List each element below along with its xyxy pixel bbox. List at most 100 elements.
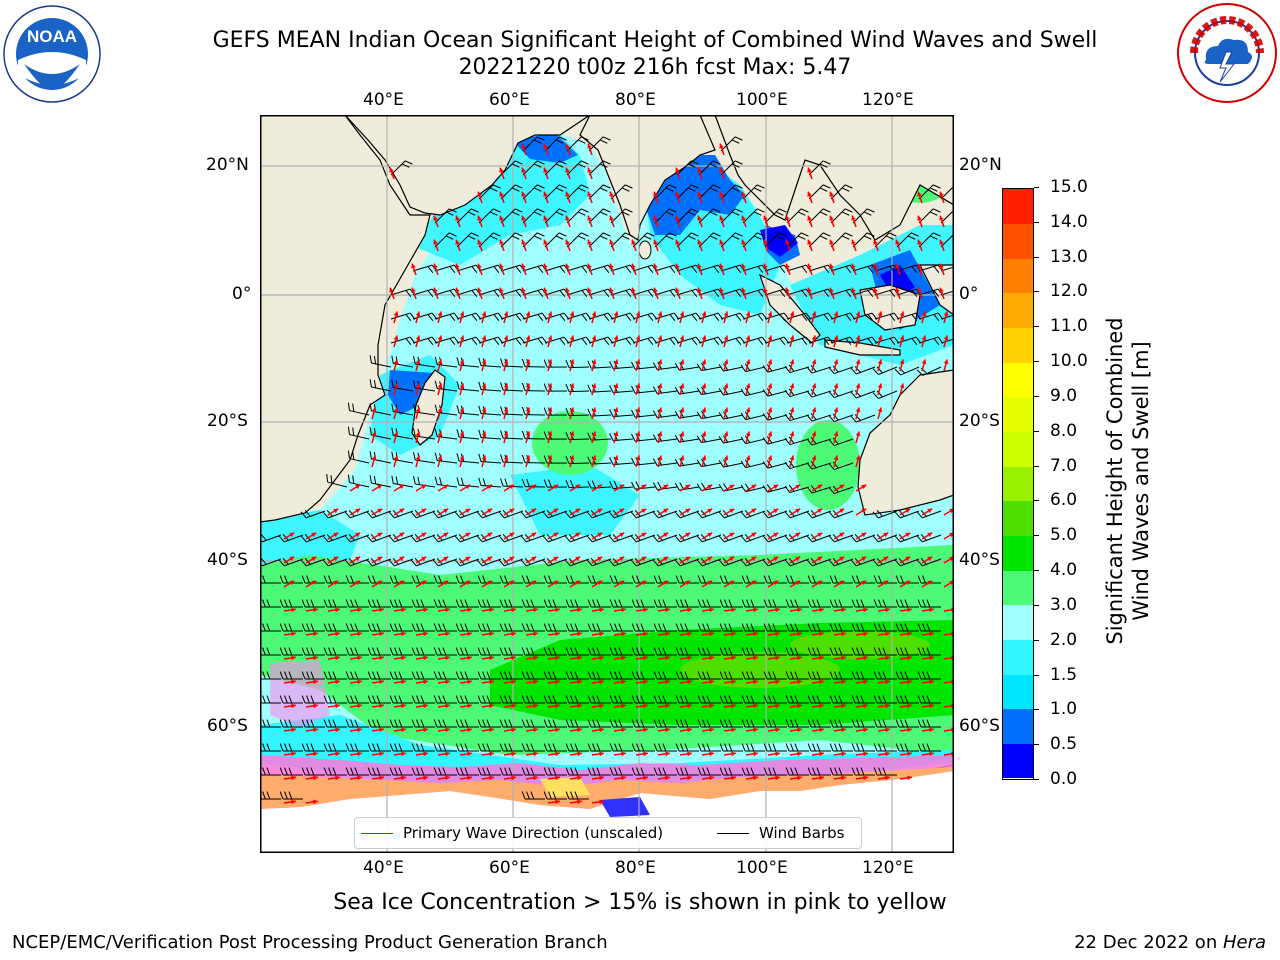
wave-direction-arrow	[723, 556, 735, 564]
wave-direction-arrow	[371, 556, 383, 564]
wave-direction-arrow	[437, 532, 449, 540]
wave-direction-arrow	[547, 484, 559, 492]
wave-direction-arrow	[855, 703, 868, 709]
wave-direction-arrow	[327, 580, 339, 588]
wind-barb	[830, 184, 853, 200]
wave-direction-arrow	[895, 263, 901, 276]
wave-direction-arrow	[789, 383, 795, 396]
wave-direction-arrow	[433, 287, 439, 300]
wave-direction-arrow	[459, 508, 471, 516]
wind-barb	[544, 208, 567, 224]
wind-barb	[829, 623, 853, 632]
wave-direction-arrow	[327, 703, 340, 709]
wave-direction-arrow	[283, 751, 296, 757]
wave-direction-arrow	[855, 532, 867, 540]
wave-direction-arrow	[547, 679, 560, 685]
wind-barb	[940, 290, 954, 296]
colorbar-tick-label: 3.0	[1050, 594, 1078, 615]
wind-barb	[279, 719, 303, 728]
wave-direction-arrow	[521, 215, 527, 228]
wind-barb	[521, 719, 545, 728]
wave-direction-arrow	[503, 335, 509, 348]
wave-direction-arrow	[521, 239, 527, 252]
wave-direction-arrow	[833, 775, 846, 781]
wave-direction-arrow	[327, 556, 339, 564]
wave-direction-arrow	[767, 383, 773, 396]
wind-barb	[763, 671, 787, 680]
colorbar-steps	[1003, 189, 1033, 779]
wind-barb	[433, 719, 457, 728]
wave-direction-arrow	[437, 655, 450, 661]
wave-direction-arrow	[459, 383, 465, 396]
wave-direction-arrow	[481, 703, 494, 709]
wind-barb	[389, 671, 413, 680]
wave-direction-arrow	[767, 407, 773, 420]
wind-barb	[411, 767, 435, 776]
wave-direction-arrow	[613, 775, 626, 781]
wind-barb	[917, 743, 941, 752]
wind-barb	[763, 575, 787, 584]
map-panel	[260, 115, 954, 853]
wind-barb	[477, 719, 501, 728]
colorbar-tick-mark	[1034, 639, 1039, 641]
wind-barb	[895, 599, 919, 608]
wave-direction-arrow	[481, 679, 494, 685]
colorbar-tick-label: 13.0	[1050, 246, 1088, 267]
wave-direction-arrow	[767, 508, 779, 516]
wave-direction-arrow	[613, 455, 619, 468]
wave-direction-arrow	[569, 607, 582, 613]
wave-direction-arrow	[547, 455, 553, 468]
wave-direction-arrow	[877, 727, 890, 733]
wave-direction-arrow	[811, 508, 823, 516]
colorbar-step	[1003, 708, 1033, 744]
wave-direction-arrow	[437, 335, 443, 348]
wave-direction-arrow	[679, 335, 685, 348]
wave-direction-arrow	[547, 727, 560, 733]
wave-direction-arrow	[719, 239, 725, 252]
wind-barb	[806, 389, 832, 398]
wave-direction-arrow	[393, 335, 399, 348]
wave-direction-arrow	[481, 407, 487, 420]
wind-barb	[917, 671, 941, 680]
wind-barb	[345, 743, 369, 752]
wave-direction-arrow	[349, 532, 361, 540]
wave-direction-arrow	[547, 703, 560, 709]
wind-barb	[653, 719, 677, 728]
colorbar-tick-mark	[1034, 744, 1039, 746]
wave-direction-arrow	[587, 215, 593, 228]
wave-direction-arrow	[525, 556, 537, 564]
wave-direction-arrow	[679, 703, 692, 709]
wave-direction-arrow	[829, 191, 835, 204]
colorbar-step	[1003, 639, 1033, 675]
wind-barb	[850, 366, 876, 375]
wave-direction-arrow	[525, 580, 537, 588]
wave-direction-arrow	[767, 751, 780, 757]
wave-direction-arrow	[613, 655, 626, 661]
wind-barb	[588, 232, 611, 248]
india	[579, 115, 716, 242]
wave-direction-arrow	[613, 631, 626, 637]
wind-barb	[390, 160, 413, 176]
wave-direction-arrow	[481, 431, 487, 444]
wave-direction-arrow	[569, 631, 582, 637]
colorbar-tick-mark	[1034, 291, 1039, 293]
wind-barb	[697, 647, 721, 656]
wave-direction-arrow	[503, 655, 516, 661]
wave-direction-arrow	[459, 455, 465, 468]
wave-direction-arrow	[789, 407, 795, 420]
sea-ice	[260, 660, 954, 817]
wind-barb	[565, 599, 589, 608]
wind-barb	[411, 743, 435, 752]
wave-direction-arrow	[811, 335, 817, 348]
wave-direction-arrow	[327, 532, 339, 540]
wave-direction-arrow	[371, 631, 384, 637]
wind-barb	[851, 671, 875, 680]
wind-barb	[367, 671, 391, 680]
wave-direction-arrow	[609, 263, 615, 276]
wind-barb	[784, 484, 810, 494]
wave-direction-arrow	[305, 799, 318, 805]
wave-direction-arrow	[591, 679, 604, 685]
colorbar-tick-mark	[1034, 535, 1039, 537]
wave-direction-arrow	[767, 311, 773, 324]
wave-direction-arrow	[877, 679, 890, 685]
